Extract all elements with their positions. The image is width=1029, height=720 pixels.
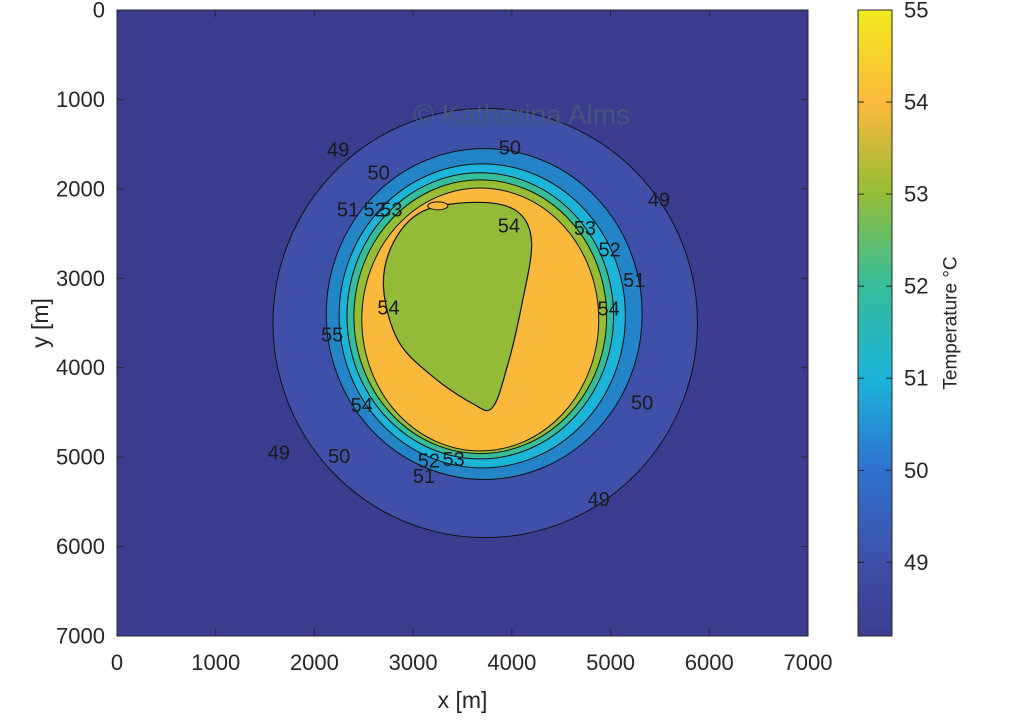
colorbar-tick-label: 54 [904,90,928,115]
colorbar-tick-label: 50 [904,458,928,483]
x-tick-label: 1000 [191,650,240,675]
contour-label: 50 [328,446,350,468]
colorbar-tick-label: 51 [904,366,928,391]
axes: 0 1000 2000 3000 4000 5000 6000 700001000200030… [27,0,832,713]
contour-label: 49 [327,139,349,161]
contour-label: 53 [442,449,464,471]
x-axis-label: x [m] [438,687,488,713]
contour-label: 54 [597,299,619,321]
watermark-text: © Katharina Alms [413,99,630,130]
y-tick-label: 1000 [56,87,105,112]
contour-island [427,201,449,211]
contour-label: 53 [574,218,596,240]
y-tick-label: 5000 [56,445,105,470]
colorbar: 49 50 51 52 53 54 55 Temperature °C [857,0,962,637]
y-tick-label: 3000 [56,266,105,291]
y-tick-label: 0 [93,0,105,23]
y-tick-label: 7000 [56,624,105,649]
x-tick-label: 7000 [784,650,833,675]
contour-label: 50 [499,138,521,160]
contour-label: 51 [623,270,645,292]
contour-label: 49 [588,489,610,511]
y-axis-label: y [m] [27,298,53,348]
contour-label: 50 [631,392,653,414]
contour-label: 52 [364,199,386,221]
colorbar-tick-label: 53 [904,182,928,207]
y-tick-label: 6000 [56,534,105,559]
contour-label: 49 [268,443,290,465]
x-tick-label: 4000 [487,650,536,675]
contour-label: 50 [367,163,389,185]
x-tick-label: 0 [111,650,123,675]
colorbar-tick-label: 49 [904,550,928,575]
colorbar-label: Temperature °C [941,256,962,389]
y-tick-label: 4000 [56,355,105,380]
contour-label: 52 [598,240,620,262]
contour-label: 52 [418,451,440,473]
contour-label: 55 [321,325,343,347]
plot-frame [116,9,809,637]
x-tick-label: 6000 [685,650,734,675]
colorbar-tick-label: 52 [904,274,928,299]
contour-label: 53 [380,199,402,221]
y-tick-label: 2000 [56,176,105,201]
x-tick-label: 2000 [290,650,339,675]
contour-label: 54 [498,215,520,237]
contour-label: 54 [351,395,373,417]
contour-label: 51 [337,199,359,221]
x-tick-label: 5000 [586,650,635,675]
x-tick-label: 3000 [389,650,438,675]
core-region [382,201,533,412]
contour-label: 51 [413,466,435,488]
colorbar-gradient [857,9,893,637]
contour-label: 49 [648,189,670,211]
contour-label: 54 [377,298,399,320]
colorbar-tick-label: 55 [904,0,928,23]
